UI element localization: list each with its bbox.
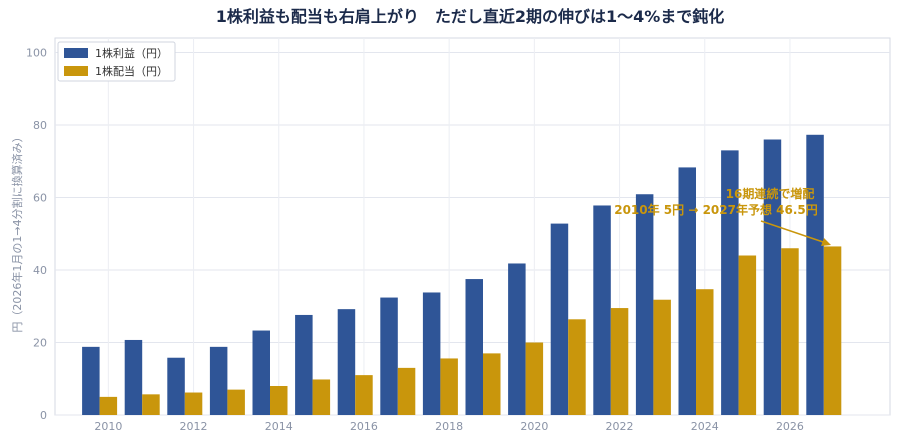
bar-dividend (397, 367, 416, 415)
bar-dividend (568, 319, 586, 415)
x-tick-label: 2010 (94, 420, 122, 433)
bar-eps (508, 263, 526, 415)
bar-eps (593, 205, 611, 415)
bar-dividend (525, 342, 544, 415)
bar-eps (337, 309, 356, 415)
y-tick-label: 40 (33, 264, 47, 277)
bar-dividend (312, 379, 331, 415)
annotation-arrow-head (821, 238, 831, 246)
x-tick-label: 2018 (435, 420, 463, 433)
bar-eps (806, 134, 824, 415)
annotation-arrow-line (760, 220, 827, 244)
x-tick-label: 2016 (350, 420, 378, 433)
bar-eps (721, 150, 739, 415)
y-tick-label: 0 (40, 409, 47, 422)
bar-eps (252, 330, 270, 415)
bars-layer (82, 134, 842, 415)
y-axis-label: 円（2026年1月の1→4分割に換算済み） (10, 131, 24, 332)
bar-eps (167, 357, 185, 415)
bar-eps (295, 314, 313, 415)
x-tick-label: 2024 (691, 420, 719, 433)
x-tick-label: 2026 (776, 420, 804, 433)
legend-label-eps: 1株利益（円） (95, 46, 168, 60)
bar-eps (465, 279, 483, 415)
bar-eps (124, 339, 143, 415)
legend: 1株利益（円） 1株配当（円） (57, 41, 176, 82)
annotation-line-1: 16期連続で増配 (726, 186, 815, 201)
bar-dividend (483, 353, 501, 415)
bar-dividend (440, 358, 458, 415)
chart-title: 1株利益も配当も右肩上がり ただし直近2期の伸びは1〜4%まで鈍化 (216, 7, 725, 26)
bar-dividend (355, 375, 373, 415)
legend-swatch-eps (64, 48, 88, 58)
bar-eps (763, 139, 782, 415)
bar-dividend (781, 248, 799, 415)
x-tick-label: 2020 (520, 420, 548, 433)
annotation-line-2: 2010年 5円 → 2027年予想 46.5円 (614, 202, 818, 217)
bar-dividend (270, 386, 288, 415)
annotation: 16期連続で増配 2010年 5円 → 2027年予想 46.5円 (614, 186, 831, 246)
legend-swatch-dps (64, 66, 88, 76)
bar-dividend (738, 255, 757, 415)
x-tick-label: 2014 (265, 420, 293, 433)
y-tick-label: 100 (26, 47, 47, 60)
bar-dividend (823, 246, 842, 415)
bar-eps (380, 297, 398, 415)
bar-eps (550, 223, 569, 415)
bar-eps (82, 346, 100, 415)
bar-dividend (227, 389, 245, 415)
y-tick-label: 60 (33, 192, 47, 205)
bar-eps (422, 292, 441, 415)
bar-eps (678, 167, 696, 415)
y-tick-label: 20 (33, 337, 47, 350)
bar-dividend (184, 392, 203, 415)
bar-dividend (99, 396, 118, 415)
bar-dividend (142, 394, 160, 415)
y-tick-label: 80 (33, 119, 47, 132)
legend-label-dps: 1株配当（円） (95, 64, 168, 78)
bar-dividend (653, 299, 671, 415)
x-tick-label: 2012 (180, 420, 208, 433)
axis-layer: 0 20 40 60 80 100 2010 2012 2014 2016 2018 2020 2022… (26, 47, 804, 434)
bar-eps (209, 346, 228, 415)
bar-dividend (696, 289, 714, 415)
bar-dividend (610, 308, 629, 415)
bar-eps (635, 194, 654, 415)
x-tick-label: 2022 (606, 420, 634, 433)
